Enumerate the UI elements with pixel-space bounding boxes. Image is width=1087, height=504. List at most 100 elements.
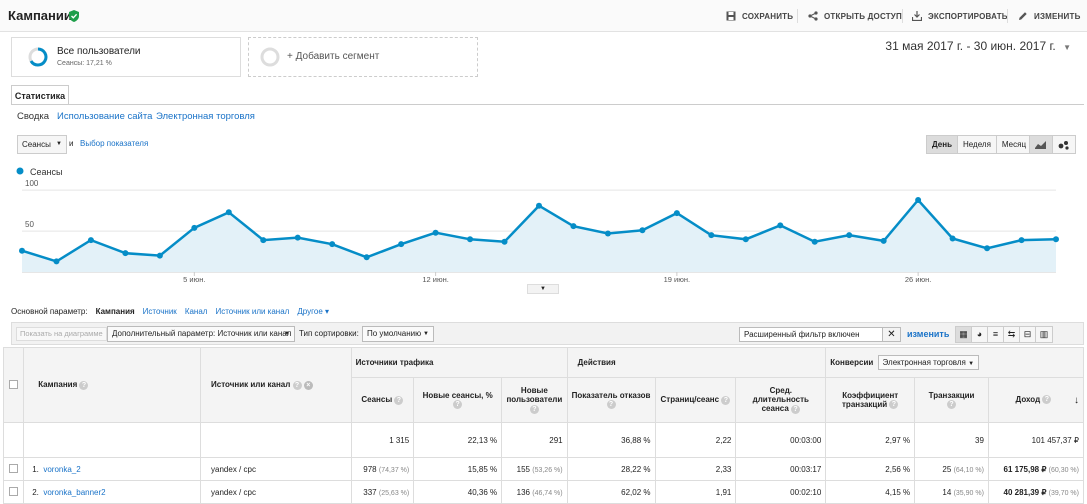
dimension-campaign[interactable]: Кампания xyxy=(95,307,135,316)
and-label: и xyxy=(69,139,74,148)
campaign-header[interactable]: Кампания ? xyxy=(23,347,202,423)
data-point[interactable] xyxy=(742,236,749,243)
data-point[interactable] xyxy=(673,210,680,217)
data-point[interactable] xyxy=(329,241,336,248)
data-point[interactable] xyxy=(880,237,887,244)
line-chart-button[interactable] xyxy=(1030,136,1053,153)
dimension-channel[interactable]: Канал xyxy=(184,307,208,316)
data-point[interactable] xyxy=(811,238,818,245)
subnav-ecommerce[interactable]: Электронная торговля xyxy=(156,111,255,122)
share-button[interactable]: ОТКРЫТЬ ДОСТУП xyxy=(808,11,902,21)
row-checkbox[interactable] xyxy=(9,486,19,496)
secondary-dimension-select[interactable]: Дополнительный параметр: Источник или ка… xyxy=(107,326,295,342)
total-bounce-rate: 36,88 % xyxy=(566,422,656,458)
help-icon: ? xyxy=(79,380,89,390)
period-week-button[interactable]: Неделя xyxy=(958,136,997,153)
data-point[interactable] xyxy=(225,209,232,216)
motion-chart-button[interactable] xyxy=(1053,136,1075,153)
data-point[interactable] xyxy=(915,197,922,203)
col-sessions[interactable]: Сеансы ? xyxy=(350,377,415,423)
clear-filter-icon[interactable]: ✕ xyxy=(882,327,901,342)
subnav-summary[interactable]: Сводка xyxy=(17,111,50,122)
chart-resize-handle[interactable]: ▼ xyxy=(527,284,559,294)
legend-label: Сеансы xyxy=(30,167,62,177)
save-button[interactable]: СОХРАНИТЬ xyxy=(726,11,793,21)
select-all-checkbox[interactable] xyxy=(9,379,19,389)
data-point[interactable] xyxy=(53,258,60,265)
dimension-source-medium[interactable]: Источник или канал xyxy=(215,307,290,316)
top-bar xyxy=(0,0,1087,32)
tab-statistics[interactable]: Статистика xyxy=(11,85,69,105)
choose-metric-link[interactable]: Выбор показателя xyxy=(80,139,149,148)
data-point[interactable] xyxy=(1018,237,1025,244)
chevron-down-icon: ▼ xyxy=(1063,43,1071,52)
data-point[interactable] xyxy=(639,227,646,234)
divider xyxy=(797,9,798,23)
data-point[interactable] xyxy=(294,234,301,241)
data-point[interactable] xyxy=(87,237,94,244)
data-point[interactable] xyxy=(19,247,25,254)
col-conversion-rate[interactable]: Коэффициент транзакций ? xyxy=(825,377,916,423)
data-point[interactable] xyxy=(501,238,508,245)
edit-filter-link[interactable]: изменить xyxy=(907,329,950,339)
data-point[interactable] xyxy=(398,241,405,248)
pivot-view-icon[interactable]: ⊟ xyxy=(1020,327,1036,342)
table-view-toggle: ▦ ◕ ≡ ⇆ ⊟ ▥ xyxy=(955,326,1053,343)
col-transactions[interactable]: Транзакции? xyxy=(914,377,989,423)
term-cloud-view-icon[interactable]: ▥ xyxy=(1039,329,1049,339)
data-point[interactable] xyxy=(846,232,853,239)
plot-rows-button[interactable]: Показать на диаграмме xyxy=(16,327,107,341)
pages-per-session-cell: 2,33 xyxy=(654,457,737,481)
help-icon: ? xyxy=(453,400,463,410)
help-icon: ? xyxy=(947,400,957,410)
advanced-filter-value: Расширенный фильтр включен xyxy=(744,330,860,339)
data-point[interactable] xyxy=(122,250,129,257)
col-revenue[interactable]: Доход ? ↓ xyxy=(987,377,1085,423)
advanced-filter-input[interactable]: Расширенный фильтр включен xyxy=(739,327,901,342)
table-row: 2. voronka_banner2 yandex / cpc 337 (25,… xyxy=(2,480,1085,504)
col-bounce-rate[interactable]: Показатель отказов? xyxy=(566,377,656,423)
export-button[interactable]: ЭКСПОРТИРОВАТЬ xyxy=(912,11,1008,21)
source-medium-header[interactable]: Источник или канал ? × xyxy=(200,347,352,423)
date-range-picker[interactable]: 31 мая 2017 г. - 30 июн. 2017 г. ▼ xyxy=(885,39,1071,53)
performance-view-icon[interactable]: ≡ xyxy=(988,327,1004,342)
metric-select[interactable]: Сеансы ▼ xyxy=(17,135,67,154)
data-point[interactable] xyxy=(536,202,542,209)
data-point[interactable] xyxy=(260,237,267,244)
col-new-sessions[interactable]: Новые сеансы, % ? xyxy=(413,377,503,423)
period-month-button[interactable]: Месяц xyxy=(996,136,1032,153)
data-point[interactable] xyxy=(156,252,163,259)
data-point[interactable] xyxy=(363,254,370,261)
data-point[interactable] xyxy=(191,224,198,231)
subnav-site-usage[interactable]: Использование сайта xyxy=(57,111,153,122)
data-point[interactable] xyxy=(984,245,991,252)
col-avg-session-duration[interactable]: Сред. длительность сеанса ? xyxy=(735,377,827,423)
acquisition-group-header: Источники трафика xyxy=(350,347,568,378)
table-view-icon[interactable]: ▦ xyxy=(956,327,972,342)
dimension-other[interactable]: Другое ▾ xyxy=(297,307,330,316)
sort-type-select[interactable]: По умолчанию ▼ xyxy=(362,326,434,342)
comparison-view-icon[interactable]: ⇆ xyxy=(1004,327,1020,342)
data-point[interactable] xyxy=(949,235,956,242)
segment-all-users[interactable]: Все пользователи Сеансы: 17,21 % xyxy=(11,37,241,77)
x-tick-label: 12 июн. xyxy=(422,275,448,284)
dimension-source[interactable]: Источник xyxy=(142,307,177,316)
pie-view-icon[interactable]: ◕ xyxy=(972,327,988,342)
data-point[interactable] xyxy=(467,236,474,243)
data-point[interactable] xyxy=(1053,236,1059,243)
campaign-link[interactable]: voronka_2 xyxy=(43,464,81,474)
data-point[interactable] xyxy=(604,230,611,237)
conversion-type-select[interactable]: Электронная торговля ▼ xyxy=(877,355,980,370)
col-pages-per-session[interactable]: Страниц/сеанс ? xyxy=(654,377,737,423)
edit-button[interactable]: ИЗМЕНИТЬ xyxy=(1018,11,1081,21)
col-new-users[interactable]: Новые пользователи? xyxy=(501,377,568,423)
data-point[interactable] xyxy=(570,223,577,230)
add-segment-button[interactable]: + Добавить сегмент xyxy=(248,37,478,77)
row-checkbox[interactable] xyxy=(9,463,19,473)
data-point[interactable] xyxy=(777,222,784,229)
period-day-button[interactable]: День xyxy=(927,136,958,153)
data-point[interactable] xyxy=(432,229,439,236)
campaign-link[interactable]: voronka_banner2 xyxy=(43,487,106,497)
x-tick-label: 26 июн. xyxy=(905,275,931,284)
data-point[interactable] xyxy=(708,232,715,239)
